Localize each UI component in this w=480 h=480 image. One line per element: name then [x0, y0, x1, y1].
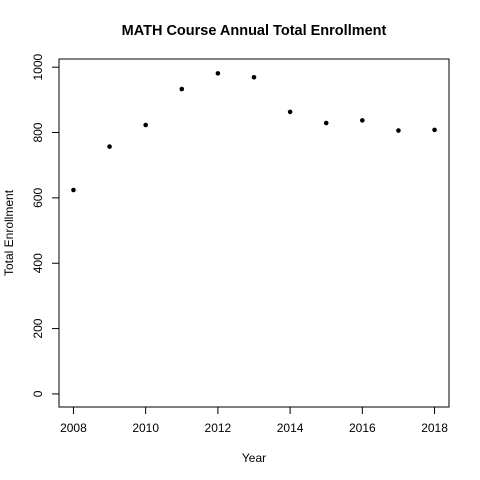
data-point — [396, 128, 401, 133]
y-tick-label: 400 — [31, 253, 45, 273]
chart-title: MATH Course Annual Total Enrollment — [122, 23, 387, 39]
y-tick-label: 800 — [31, 122, 45, 142]
y-tick-label: 1000 — [31, 53, 45, 80]
x-tick-label: 2018 — [421, 421, 448, 435]
data-point — [107, 144, 112, 149]
data-point — [323, 120, 329, 126]
data-point — [360, 118, 365, 123]
data-point — [251, 74, 257, 80]
y-axis: 0 200 400 600 800 1000 — [31, 53, 60, 397]
x-axis-label: Year — [242, 451, 266, 465]
x-tick-label: 2012 — [205, 421, 232, 435]
y-axis-label: Total Enrollment — [2, 189, 16, 276]
data-point — [143, 122, 148, 128]
y-tick-label: 0 — [31, 390, 45, 397]
y-tick-label: 600 — [31, 188, 45, 208]
data-point — [215, 71, 221, 76]
x-tick-label: 2016 — [349, 421, 376, 435]
data-point — [287, 109, 293, 115]
y-tick-label: 200 — [31, 318, 45, 338]
plot-frame — [58, 58, 450, 408]
x-tick-label: 2014 — [277, 421, 304, 435]
data-point — [71, 187, 76, 193]
x-tick-label: 2008 — [60, 421, 87, 435]
data-points — [71, 71, 437, 193]
x-axis: 2008 2010 2012 2014 2016 2018 — [60, 406, 448, 435]
data-point — [179, 86, 185, 92]
x-tick-label: 2010 — [132, 421, 159, 435]
data-point — [432, 127, 437, 133]
